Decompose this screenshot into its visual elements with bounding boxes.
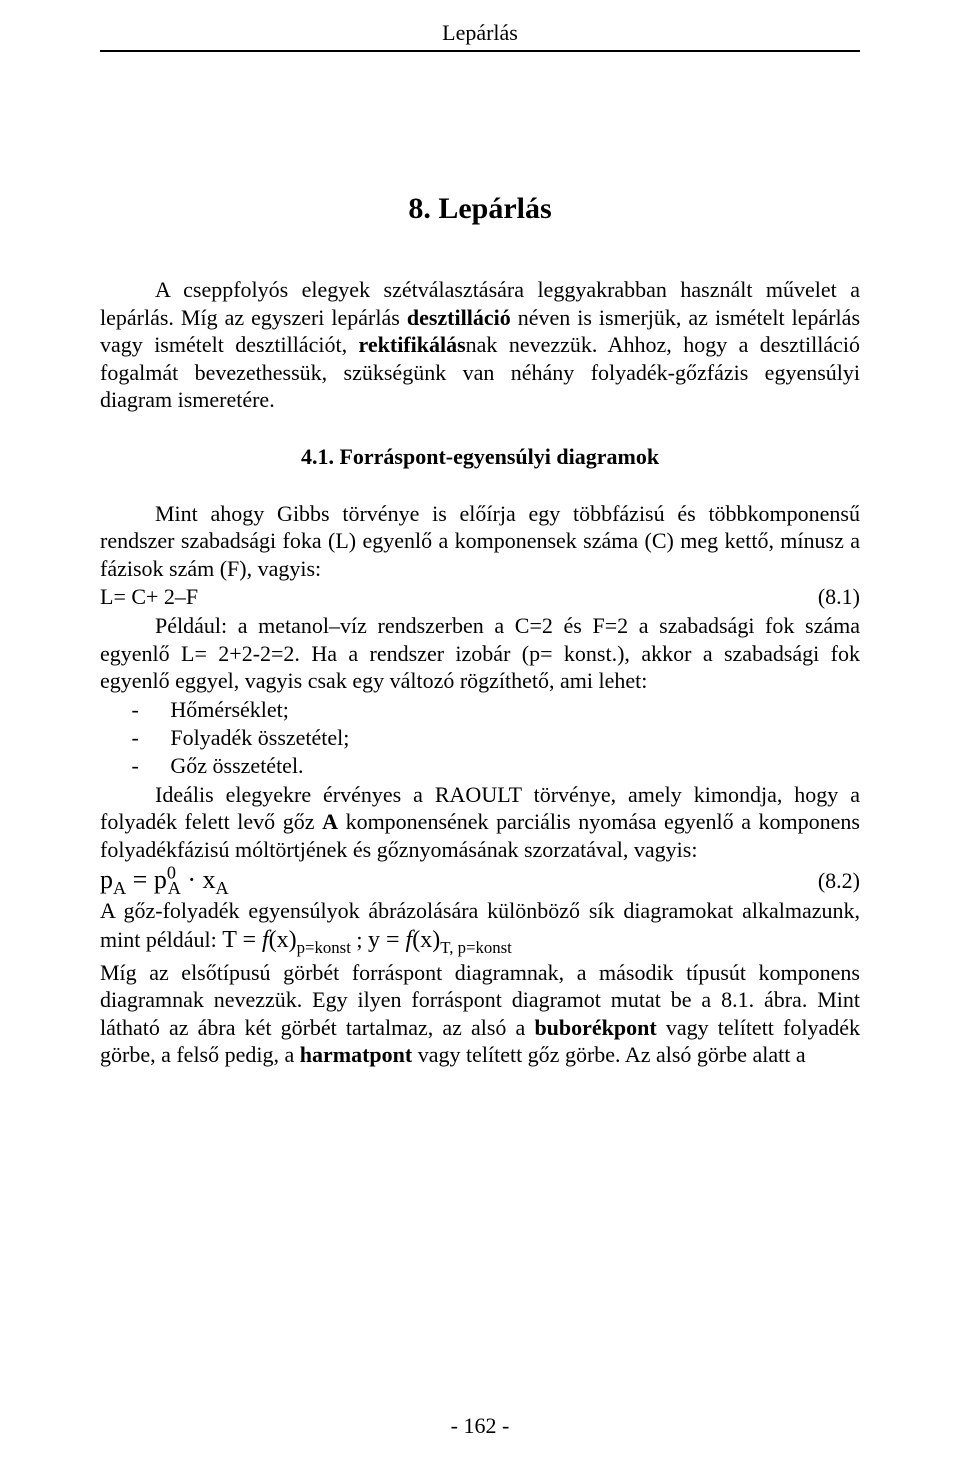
dash-icon: - [100, 725, 170, 751]
inl-T: T [222, 927, 236, 953]
intro-bold-rektifikalas: rektifikálás [359, 332, 466, 357]
body-p4: A gőz-folyadék egyensúlyok ábrázolására … [100, 897, 860, 955]
intro-paragraph: A cseppfolyós elegyek szétválasztására l… [100, 276, 860, 414]
inl-sep: ; [351, 927, 368, 952]
chapter-title: 8. Lepárlás [100, 192, 860, 226]
body-p5: Míg az elsőtípusú görbét forráspont diag… [100, 959, 860, 1069]
inl-f1: f [262, 927, 269, 953]
body-p5-bold1: buborékpont [534, 1015, 656, 1040]
inl-sub-pkonst: p=konst [297, 937, 351, 956]
section-title: Forráspont-egyensúlyi diagramok [339, 444, 659, 469]
equation-8-2: pA = p0A · xA (8.2) [100, 865, 860, 895]
eq2-dot: · [181, 865, 203, 894]
inl-eq1: = [236, 927, 262, 953]
body-p3: Ideális elegyekre érvényes a RAOULT törv… [100, 781, 860, 864]
list-item-3-label: Gőz összetétel. [170, 753, 303, 779]
page: Lepárlás 8. Lepárlás A cseppfolyós elegy… [0, 0, 960, 1469]
body-p2-text: Például: a metanol–víz rendszerben a C=2… [100, 613, 860, 693]
intro-bold-desztillacio: desztilláció [407, 305, 511, 330]
running-header: Lepárlás [100, 20, 860, 52]
page-footer: - 162 - [0, 1413, 960, 1439]
bullet-list: - Hőmérséklet; - Folyadék összetétel; - … [100, 697, 860, 779]
body-p5-bold2: harmatpont [300, 1042, 412, 1067]
body-p1-text: Mint ahogy Gibbs törvénye is előírja egy… [100, 501, 860, 581]
eq1-number: (8.1) [818, 584, 860, 610]
inline-formula-y: y = f(x)T, p=konst [368, 927, 512, 953]
inl-px2: (x) [412, 927, 440, 953]
inline-formula-T: T = f(x)p=konst [222, 927, 351, 953]
equation-8-1: L= C+ 2–F (8.1) [100, 584, 860, 610]
eq2-subA1: A [113, 878, 126, 898]
eq2-p0: p [154, 865, 167, 894]
list-item: - Hőmérséklet; [100, 697, 860, 723]
eq2-subA2: A [168, 878, 181, 898]
list-item: - Gőz összetétel. [100, 753, 860, 779]
inl-eq2: = [380, 927, 406, 953]
eq2-eq: = [126, 865, 154, 894]
inl-sub-Tpkonst: T, p=konst [440, 937, 512, 956]
inl-px1: (x) [269, 927, 297, 953]
section-number: 4.1. [301, 444, 334, 469]
body-p3-boldA: A [322, 809, 338, 834]
section-heading: 4.1. Forráspont-egyensúlyi diagramok [100, 444, 860, 470]
body-p2: Például: a metanol–víz rendszerben a C=2… [100, 612, 860, 695]
eq2-p: p [100, 865, 113, 894]
list-item-2-label: Folyadék összetétel; [170, 725, 349, 751]
dash-icon: - [100, 753, 170, 779]
eq2-expression: pA = p0A · xA [100, 865, 229, 895]
body-p5-part3: vagy telített gőz görbe. Az alsó görbe a… [412, 1042, 805, 1067]
inl-y: y [368, 927, 380, 953]
list-item: - Folyadék összetétel; [100, 725, 860, 751]
eq2-subA3: A [216, 878, 229, 898]
dash-icon: - [100, 697, 170, 723]
list-item-1-label: Hőmérséklet; [170, 697, 289, 723]
body-block: Mint ahogy Gibbs törvénye is előírja egy… [100, 500, 860, 1069]
eq2-number: (8.2) [818, 868, 860, 894]
body-p1: Mint ahogy Gibbs törvénye is előírja egy… [100, 500, 860, 583]
eq2-x: x [203, 865, 216, 894]
eq1-expression: L= C+ 2–F [100, 584, 198, 610]
